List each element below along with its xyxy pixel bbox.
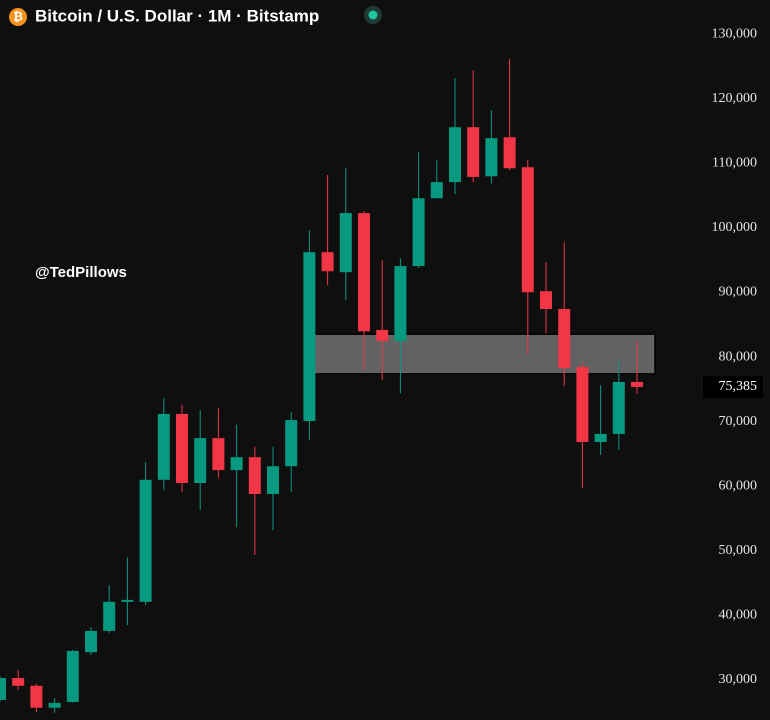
candle-body (303, 252, 316, 422)
annotation: @TedPillows (35, 264, 127, 281)
y-tick-label: 120,000 (712, 91, 758, 106)
y-tick-label: 90,000 (719, 285, 758, 300)
candle-body (339, 213, 352, 273)
candle-body (594, 433, 607, 443)
y-tick-label: 70,000 (719, 414, 758, 429)
candle-body (139, 479, 152, 602)
y-tick-label: 40,000 (719, 608, 758, 623)
candle-body (376, 329, 389, 341)
candle-body (212, 438, 225, 471)
candle-body (157, 413, 170, 480)
bitcoin-icon-glyph: ₿ (13, 10, 23, 24)
candle-body (558, 308, 571, 369)
candle-body (467, 127, 480, 177)
last-price-box (703, 375, 763, 398)
candle-body (394, 266, 407, 341)
y-tick-label: 100,000 (712, 220, 758, 235)
candle-body (85, 630, 97, 653)
y-tick-label: 110,000 (712, 156, 757, 171)
candle-body (176, 413, 188, 484)
candle-body (358, 213, 370, 332)
y-tick-label: 50,000 (719, 543, 758, 558)
candle-body (12, 678, 25, 686)
candle-body (285, 420, 298, 467)
candle-body (248, 457, 261, 494)
candle-body (521, 167, 534, 293)
candle-body (0, 678, 6, 700)
bitcoin-icon (9, 8, 27, 26)
chart-title: Bitcoin / U.S. Dollar · 1M · Bitstamp (35, 6, 319, 25)
candle-body (485, 138, 498, 177)
candle-body (576, 367, 589, 443)
candle-body (631, 381, 643, 387)
candle-body (430, 182, 443, 199)
candle-body (230, 457, 243, 471)
candle-body (412, 198, 425, 267)
candle-body (121, 599, 134, 602)
candle-body (612, 381, 625, 434)
candle-body (321, 252, 334, 272)
y-tick-label: 60,000 (719, 478, 758, 493)
candle-body (30, 685, 43, 708)
candle-body (267, 466, 279, 494)
candle-body (66, 650, 79, 702)
y-tick-label: 80,000 (719, 349, 758, 364)
candle-body (103, 601, 116, 631)
candle-body (503, 137, 516, 169)
last-price-label: 75,385 (719, 379, 758, 394)
y-tick-label: 130,000 (712, 26, 758, 41)
status-icon (368, 10, 378, 20)
y-tick-label: 30,000 (719, 672, 758, 687)
candle-body (194, 438, 207, 484)
candle-body (540, 291, 552, 309)
candle-body (48, 702, 61, 708)
candle-body (449, 127, 461, 183)
highlight-zone (312, 333, 656, 375)
